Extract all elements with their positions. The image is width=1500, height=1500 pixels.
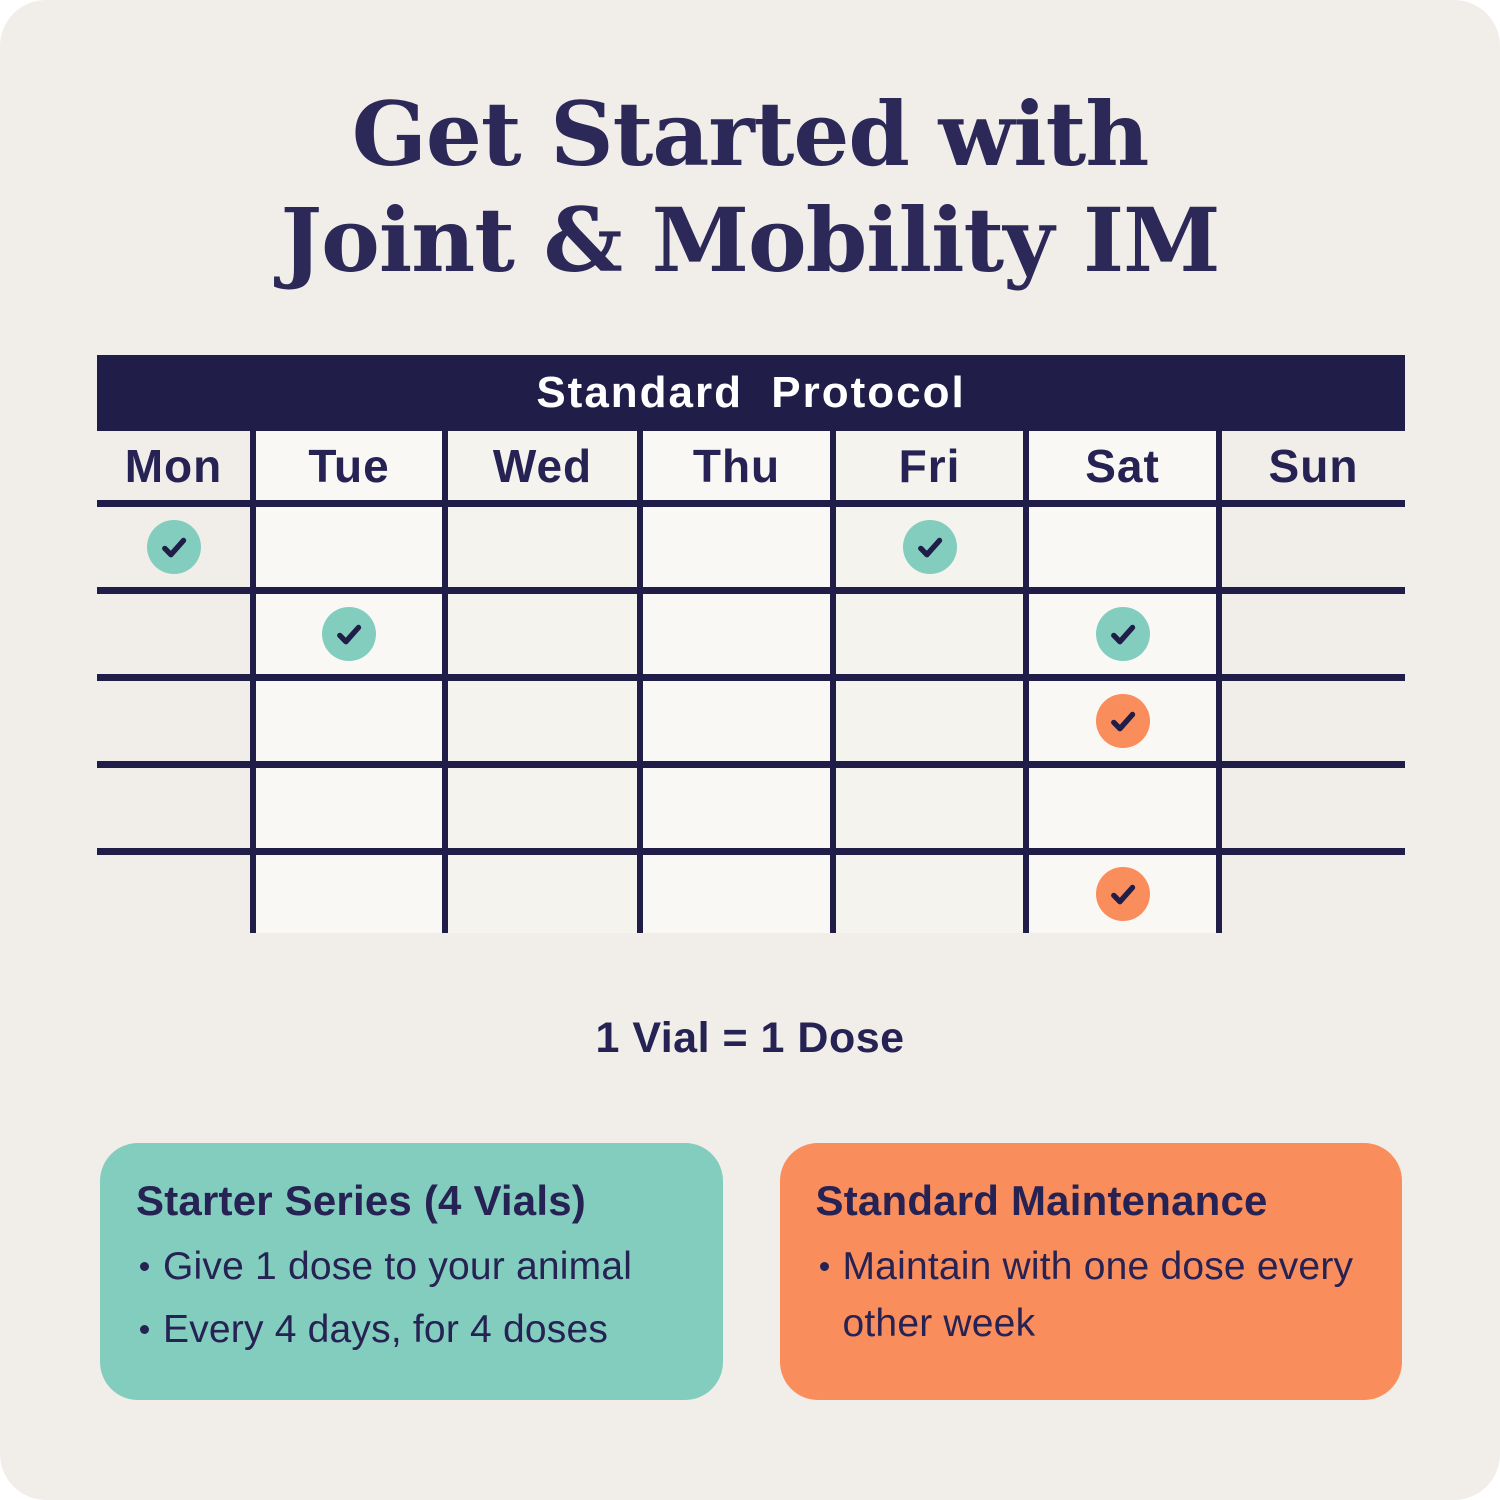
table-row (97, 855, 1405, 933)
table-cell-fri (836, 507, 1029, 587)
check-icon-orange (1095, 867, 1150, 921)
day-header-mon: Mon (97, 431, 256, 500)
day-header-wed: Wed (448, 431, 643, 500)
maintenance-card-title: Standard Maintenance (815, 1177, 1268, 1224)
table-cell-sun (1222, 507, 1405, 587)
table-cell-wed (448, 855, 643, 933)
table-cell-wed (448, 681, 643, 761)
bullet-dot-icon (819, 1262, 829, 1271)
table-body (97, 507, 1405, 933)
table-row (97, 507, 1405, 594)
table-cell-wed (448, 768, 643, 848)
table-cell-sat (1029, 594, 1222, 674)
day-header-fri: Fri (836, 431, 1029, 500)
table-cell-sun (1222, 768, 1405, 848)
title-line-2: Joint & Mobility IM (280, 187, 1220, 292)
table-cell-fri (836, 681, 1029, 761)
table-cell-mon (97, 681, 256, 761)
day-header-sat: Sat (1029, 431, 1222, 500)
table-row (97, 768, 1405, 855)
table-cell-tue (256, 594, 448, 674)
bullet-text: Give 1 dose to your animal (163, 1245, 633, 1288)
day-header-thu: Thu (643, 431, 836, 500)
check-icon-orange (1095, 694, 1150, 748)
table-cell-sun (1222, 855, 1405, 933)
table-cell-tue (256, 681, 448, 761)
table-cell-thu (643, 594, 836, 674)
bullet-text: Maintain with one dose every other week (842, 1245, 1354, 1345)
day-header-sun: Sun (1222, 431, 1405, 500)
check-icon-teal (1095, 607, 1150, 661)
table-cell-mon (97, 507, 256, 587)
table-header-band: Standard Protocol (97, 355, 1405, 431)
table-cell-thu (643, 507, 836, 587)
starter-series-card: Starter Series (4 Vials) Give 1 dose to … (100, 1143, 723, 1400)
starter-card-title: Starter Series (4 Vials) (136, 1177, 586, 1224)
table-cell-sat (1029, 855, 1222, 933)
table-cell-wed (448, 507, 643, 587)
table-row (97, 681, 1405, 768)
table-cell-tue (256, 768, 448, 848)
table-cell-tue (256, 507, 448, 587)
table-cell-mon (97, 594, 256, 674)
bullet-text: Every 4 days, for 4 doses (163, 1307, 609, 1351)
table-cell-mon (97, 768, 256, 848)
bullet-dot-icon (140, 1324, 149, 1334)
table-row (97, 594, 1405, 681)
table-cell-wed (448, 594, 643, 674)
table-cell-sat (1029, 507, 1222, 587)
check-icon-teal (902, 520, 957, 574)
standard-maintenance-card: Standard Maintenance Maintain with one d… (779, 1143, 1402, 1400)
table-cell-tue (256, 855, 448, 933)
day-header-tue: Tue (256, 431, 448, 500)
table-cell-thu (643, 681, 836, 761)
table-header-label: Standard Protocol (536, 368, 966, 417)
bullet-dot-icon (140, 1262, 149, 1271)
protocol-table: Standard Protocol Mon Tue Wed Thu Fri Sat Sun (97, 355, 1405, 933)
table-cell-sun (1222, 681, 1405, 761)
dose-note: 1 Vial = 1 Dose (595, 1014, 905, 1062)
day-header-row: Mon Tue Wed Thu Fri Sat Sun (97, 431, 1405, 507)
table-cell-thu (643, 768, 836, 848)
table-cell-fri (836, 594, 1029, 674)
bullet-item: Every 4 days, for 4 doses (136, 1302, 687, 1359)
page-title: Get Started with Joint & Mobility IM (0, 82, 1500, 293)
table-cell-sun (1222, 594, 1405, 674)
table-cell-sat (1029, 681, 1222, 761)
cards-row: Starter Series (4 Vials) Give 1 dose to … (100, 1143, 1402, 1400)
table-cell-sat (1029, 768, 1222, 848)
table-cell-mon (97, 855, 256, 933)
table-cell-thu (643, 855, 836, 933)
title-line-1: Get Started with (351, 82, 1150, 186)
check-icon-teal (146, 520, 201, 574)
table-cell-fri (836, 768, 1029, 848)
bullet-item: Give 1 dose to your animal (136, 1239, 687, 1296)
table-cell-fri (836, 855, 1029, 933)
bullet-item: Maintain with one dose every other week (816, 1239, 1367, 1352)
check-icon-teal (322, 607, 376, 661)
